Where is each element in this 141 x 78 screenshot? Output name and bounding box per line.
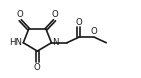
- Text: N: N: [52, 38, 59, 47]
- Text: O: O: [75, 18, 82, 27]
- Text: O: O: [16, 10, 23, 20]
- Text: HN: HN: [9, 38, 22, 47]
- Text: O: O: [91, 27, 98, 36]
- Text: O: O: [52, 10, 59, 20]
- Text: O: O: [34, 63, 41, 72]
